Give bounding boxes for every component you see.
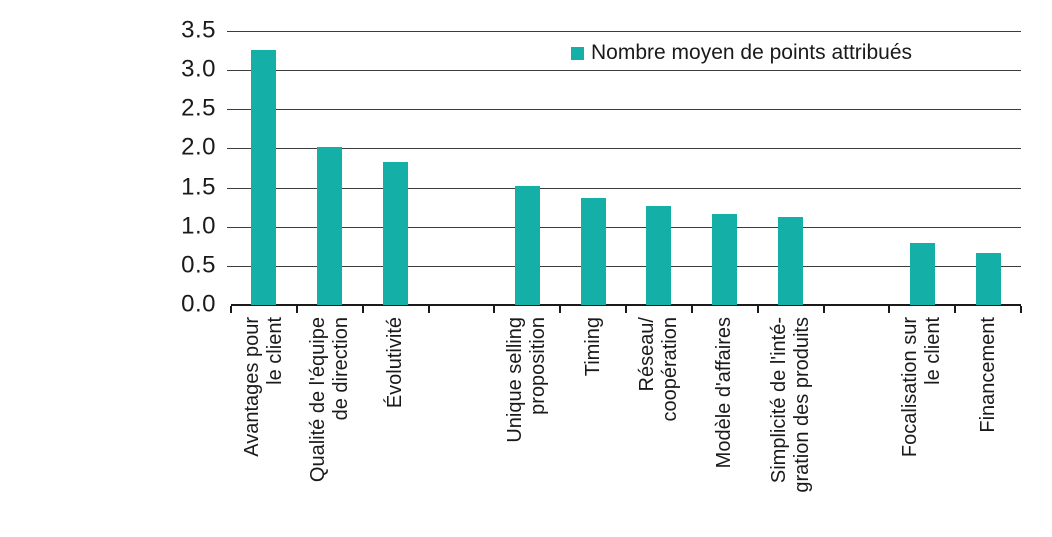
- gridline: [227, 187, 1021, 189]
- category-label: Unique selling proposition: [504, 317, 550, 443]
- category-label: Évolutivité: [384, 317, 407, 409]
- x-axis-tick: [954, 306, 957, 313]
- category-label: Financement: [976, 317, 999, 433]
- bar: [580, 197, 606, 305]
- chart-legend: Nombre moyen de points attribués: [571, 41, 912, 65]
- x-axis-tick: [427, 306, 430, 313]
- gridline: [227, 109, 1021, 111]
- y-tick-label: 3.0: [181, 55, 216, 83]
- category-label: Avantages pour le client: [240, 317, 286, 457]
- bar: [383, 161, 409, 305]
- legend-swatch-icon: [571, 46, 584, 60]
- bar: [975, 253, 1001, 305]
- x-axis-tick: [295, 306, 298, 313]
- category-label: Réseau/ coopération: [635, 317, 681, 422]
- y-tick-label: 2.0: [181, 133, 216, 161]
- bar: [251, 49, 277, 305]
- gridline: [227, 226, 1021, 228]
- y-tick-label: 2.5: [181, 94, 216, 122]
- bar: [778, 216, 804, 305]
- y-tick-label: 1.0: [181, 212, 216, 240]
- gridline: [227, 31, 1021, 32]
- x-axis-tick: [822, 306, 825, 313]
- x-axis-tick: [690, 306, 693, 313]
- bar: [646, 206, 672, 305]
- x-axis-tick: [493, 306, 496, 313]
- x-axis-tick: [625, 306, 627, 313]
- category-label: Timing: [581, 317, 604, 377]
- bar: [514, 186, 540, 305]
- x-axis-tick: [230, 306, 232, 313]
- bar: [317, 146, 343, 305]
- y-tick-label: 0.5: [181, 251, 216, 279]
- legend-label: Nombre moyen de points attribués: [591, 41, 912, 64]
- category-label: Qualité de l'équipe de direction: [306, 317, 352, 483]
- x-axis-tick: [361, 306, 364, 313]
- y-tick-label: 0.0: [181, 290, 216, 318]
- bar: [909, 243, 935, 305]
- category-label: Simplicité de l'inté- gration des produi…: [767, 317, 813, 493]
- gridline: [227, 70, 1021, 72]
- x-axis-line: [231, 304, 1021, 306]
- x-axis-tick: [888, 306, 891, 313]
- gridline: [227, 265, 1021, 267]
- y-tick-label: 3.5: [181, 16, 216, 44]
- x-axis-tick: [756, 306, 759, 313]
- category-label: Modèle d'affaires: [713, 317, 736, 469]
- x-axis-tick: [559, 306, 562, 313]
- gridline: [227, 148, 1021, 150]
- y-tick-label: 1.5: [181, 173, 216, 201]
- category-label: Focalisation sur le client: [899, 317, 945, 458]
- bar: [712, 214, 738, 305]
- x-axis-tick: [1020, 306, 1022, 313]
